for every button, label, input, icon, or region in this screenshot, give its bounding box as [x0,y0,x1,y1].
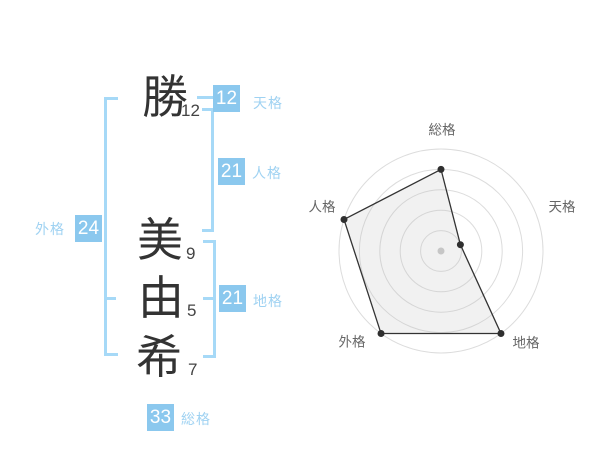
radar-grid-ring [420,230,462,272]
stroke-count-3: 5 [187,301,197,320]
stroke-count-2: 9 [186,244,196,263]
soukaku-value-badge: 33 [147,404,174,431]
radar-vertex-dot [377,330,385,338]
radar-vertex-dot [497,330,505,338]
radar-axis-label: 外格 [339,335,366,350]
chikaku-value-badge: 21 [219,285,246,312]
radar-vertex-dot [340,215,348,223]
radar-axis-label: 天格 [549,200,577,215]
gaikaku-bracket-line [104,97,107,356]
kanji-char-1: 勝 [142,71,188,123]
jinkaku-bracket-arm-bottom [202,229,214,232]
radar-vertex-dot [437,165,445,173]
soukaku-label: 総格 [181,411,211,427]
radar-axis-label: 人格 [309,200,336,215]
jinkaku-label: 人格 [252,165,282,181]
kanji-char-3: 由 [138,272,184,324]
gaikaku-value-badge: 24 [75,215,102,242]
radar-center-dot [437,247,445,255]
jinkaku-value-badge: 21 [218,158,245,185]
chikaku-label: 地格 [253,293,283,309]
radar-vertex-dot [456,241,464,249]
kanji-char-4: 希 [136,331,182,383]
stroke-count-4: 7 [188,360,198,379]
kanji-char-2: 美 [137,214,183,266]
radar-axis-label: 地格 [513,336,541,351]
tenkaku-label: 天格 [253,95,283,111]
radar-grid-ring [338,148,544,354]
stroke-count-1: 12 [181,101,200,120]
radar-grid-ring [399,209,483,293]
tenkaku-tick-line [197,96,213,99]
tenkaku-value-badge: 12 [213,85,240,112]
radar-data-polygon [343,168,502,335]
chikaku-bracket-arm-top [203,240,216,243]
gaikaku-bracket-arm-mid [104,297,116,300]
gaikaku-bracket-arm-top [104,97,118,100]
radar-chart-area: 総格天格地格 外格 人格 [300,105,600,375]
jinkaku-bracket-line [211,108,214,232]
radar-axis-label: 総格 [429,123,456,138]
radar-grid-ring [379,189,503,313]
gaikaku-bracket-arm-bottom [104,353,118,356]
jinkaku-bracket-arm-top [202,108,214,111]
chikaku-bracket-arm-mid [203,297,216,300]
chikaku-bracket-arm-bottom [203,355,216,358]
gaikaku-label: 外格 [35,221,65,237]
